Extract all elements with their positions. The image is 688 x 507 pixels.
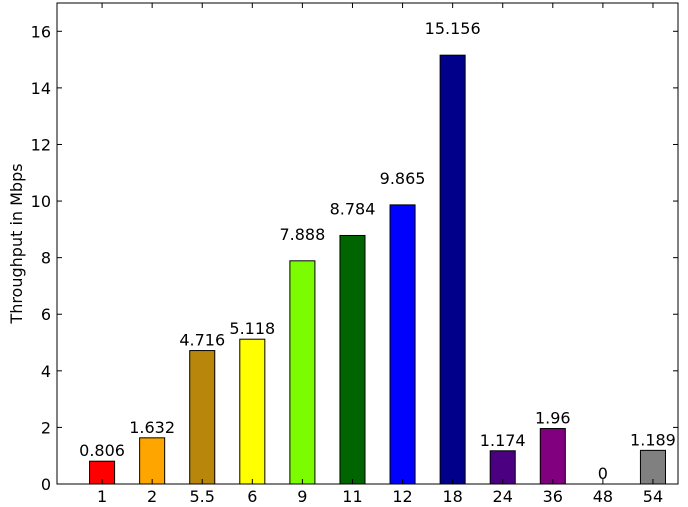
bar-18	[439, 54, 466, 485]
x-tick-label: 48	[593, 487, 613, 506]
bar-36	[539, 428, 566, 485]
y-tick-label: 14	[31, 79, 51, 98]
data-label-2: 1.632	[129, 418, 175, 437]
x-tick-label: 36	[543, 487, 563, 506]
bar-9	[289, 260, 316, 485]
data-label-5.5: 4.716	[179, 331, 225, 350]
data-label-54: 1.189	[630, 430, 676, 449]
data-label-12: 9.865	[380, 169, 426, 188]
data-label-6: 5.118	[229, 319, 275, 338]
y-axis-title: Throughput in Mbps	[7, 163, 26, 324]
x-tick-label: 18	[442, 487, 462, 506]
x-tick-label: 2	[147, 487, 157, 506]
x-tick-label: 24	[493, 487, 513, 506]
y-tick-label: 2	[41, 418, 51, 437]
data-label-11: 8.784	[330, 199, 376, 218]
x-tick-label: 9	[297, 487, 307, 506]
y-tick-label: 6	[41, 305, 51, 324]
y-axis: 0 2 4 6 8 10 12 14 16	[31, 22, 678, 494]
bar-54	[639, 449, 666, 485]
data-label-18: 15.156	[425, 19, 481, 38]
bar-2	[139, 437, 166, 485]
data-label-9: 7.888	[279, 225, 325, 244]
y-tick-label: 8	[41, 249, 51, 268]
x-tick-label: 5.5	[190, 487, 215, 506]
bar-24	[489, 450, 516, 485]
y-tick-label: 0	[41, 475, 51, 494]
bar-6	[239, 338, 266, 485]
bar-11	[339, 234, 366, 485]
bar-5.5	[189, 350, 216, 485]
x-tick-label: 12	[392, 487, 412, 506]
data-label-1: 0.806	[79, 441, 125, 460]
bar-12	[389, 204, 416, 485]
x-axis: 1 2 5.5 6 9 11 12 18 24 36 48 54	[97, 3, 663, 506]
x-tick-label: 6	[247, 487, 257, 506]
data-label-36: 1.96	[535, 409, 571, 428]
data-label-48: 0	[598, 464, 608, 483]
y-tick-label: 10	[31, 192, 51, 211]
x-tick-label: 1	[97, 487, 107, 506]
plot-frame	[56, 2, 679, 485]
data-label-24: 1.174	[480, 431, 526, 450]
y-tick-label: 12	[31, 135, 51, 154]
x-tick-label: 11	[342, 487, 362, 506]
bars-group	[89, 54, 666, 485]
x-tick-label: 54	[643, 487, 663, 506]
y-tick-label: 4	[41, 362, 51, 381]
y-tick-label: 16	[31, 22, 51, 41]
